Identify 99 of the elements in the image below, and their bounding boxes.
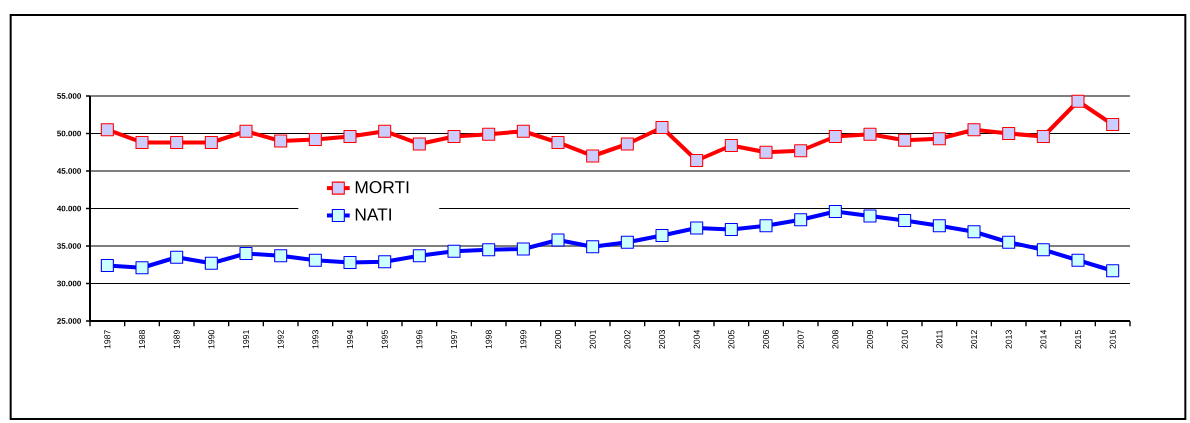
point [586, 240, 600, 254]
point [1071, 253, 1085, 267]
x-tick-label: 1995 [381, 330, 388, 349]
point [620, 235, 634, 249]
point [447, 129, 461, 144]
x-tick-label: 2004 [693, 329, 700, 349]
point [135, 135, 149, 150]
point [204, 135, 218, 150]
point [551, 135, 565, 150]
point [100, 258, 114, 273]
point [412, 249, 426, 263]
point [378, 255, 392, 269]
y-tick-label: 40.000 [56, 205, 81, 212]
y-tick-label: 25.000 [57, 318, 81, 324]
x-tick-label: 1988 [138, 330, 146, 349]
point [1036, 243, 1050, 257]
x-tick-label: 2016 [1109, 330, 1116, 349]
point [932, 219, 946, 233]
x-tick-label: 2001 [589, 330, 596, 349]
point [967, 225, 981, 239]
x-tick-label: 2007 [797, 330, 804, 349]
x-tick-label: 1991 [242, 330, 250, 349]
y-tick-label: 30.000 [57, 280, 81, 287]
x-tick-label: 2008 [832, 330, 839, 349]
point [1106, 117, 1120, 132]
point [898, 133, 912, 147]
point [343, 129, 357, 144]
point [516, 242, 530, 256]
x-tick-label: 2014 [1040, 329, 1047, 349]
point [898, 213, 912, 228]
point [724, 138, 738, 153]
x-tick-label: 2003 [658, 330, 666, 349]
point [655, 228, 669, 243]
point [239, 246, 253, 261]
point [170, 250, 184, 264]
point [482, 127, 496, 141]
point [794, 213, 808, 227]
x-tick-label: 2013 [1005, 330, 1012, 349]
point [308, 253, 322, 267]
x-tick-label: 2006 [762, 330, 770, 349]
y-tick-label: 35.000 [57, 243, 81, 249]
point [204, 256, 218, 270]
x-tick-label: 2011 [936, 330, 943, 348]
point [932, 132, 946, 146]
legend-label: MORTI [355, 181, 409, 194]
point [967, 123, 981, 137]
point [274, 249, 288, 263]
x-tick-label: 2002 [624, 330, 631, 349]
point [863, 209, 877, 223]
point [863, 127, 877, 141]
x-tick-label: 1989 [173, 330, 180, 349]
point [1106, 264, 1120, 278]
point [759, 219, 773, 233]
x-tick-label: 1996 [416, 330, 423, 349]
point [551, 233, 565, 247]
y-tick-label: 55.000 [57, 93, 81, 99]
x-tick-label: 2000 [554, 330, 562, 349]
point [586, 149, 600, 163]
point [135, 261, 149, 275]
point [170, 135, 184, 150]
point [482, 243, 496, 257]
point [1002, 235, 1016, 249]
point [1002, 126, 1016, 141]
point [794, 144, 808, 158]
point [308, 132, 322, 147]
point [690, 221, 704, 235]
point [828, 204, 842, 219]
point [724, 222, 738, 237]
x-tick-label: 1994 [346, 329, 354, 349]
x-tick-label: 2005 [728, 330, 735, 349]
point [100, 123, 114, 137]
point [239, 124, 253, 138]
y-tick-label: 45.000 [56, 168, 81, 174]
point [759, 145, 773, 159]
x-tick-label: 2015 [1074, 330, 1082, 349]
x-tick-label: 1992 [277, 330, 284, 349]
x-tick-label: 2012 [970, 330, 978, 349]
x-tick-label: 1998 [485, 330, 492, 349]
point [1071, 94, 1085, 108]
point [1036, 129, 1050, 144]
point [412, 137, 426, 151]
point [274, 134, 288, 148]
x-tick-label: 1987 [104, 330, 111, 349]
x-tick-label: 1999 [520, 330, 527, 349]
point [378, 124, 392, 138]
x-tick-label: 1990 [208, 330, 215, 349]
point [828, 129, 842, 144]
x-tick-label: 2010 [901, 330, 908, 349]
point [447, 244, 461, 258]
x-tick-label: 2009 [866, 330, 874, 349]
x-tick-label: 1993 [312, 330, 319, 349]
point [690, 153, 704, 168]
x-tick-label: 1997 [450, 330, 458, 349]
point [343, 255, 357, 270]
point [516, 124, 530, 138]
point [655, 120, 669, 135]
y-tick-label: 50.000 [57, 130, 81, 137]
legend-label: NATI [355, 208, 391, 221]
point [620, 137, 634, 151]
